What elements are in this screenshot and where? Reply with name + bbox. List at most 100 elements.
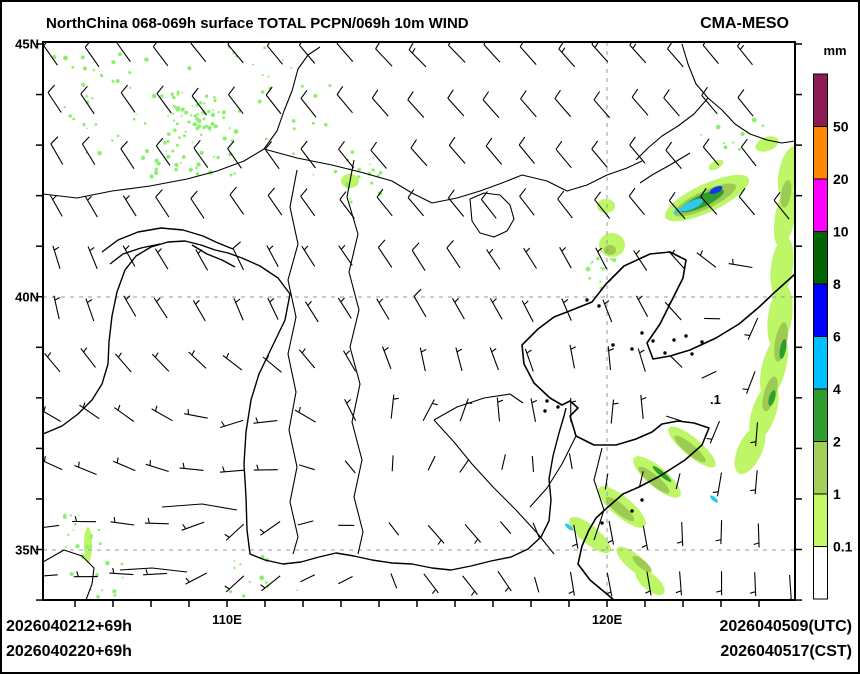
precip-speckle — [213, 96, 216, 99]
colorbar-swatch — [813, 73, 828, 127]
colorbar-label: 20 — [833, 171, 849, 187]
precip-speckle — [173, 128, 177, 132]
precip-speckle — [174, 162, 179, 167]
precip-speckle — [248, 580, 251, 584]
wind-barb — [122, 245, 136, 267]
wind-barb-layer — [43, 42, 792, 600]
precip-speckle — [267, 75, 270, 78]
precip-speckle — [222, 136, 227, 141]
wind-barb — [151, 405, 173, 422]
precip-speckle — [112, 80, 115, 83]
precip-speckle — [112, 589, 117, 594]
precip-speckle — [91, 97, 94, 100]
colorbar-swatch — [813, 283, 828, 337]
wind-barb — [519, 188, 535, 216]
precip-speckle — [153, 170, 159, 175]
wind-barb — [112, 457, 136, 472]
precip-speckle — [233, 566, 236, 570]
precip-speckle — [333, 169, 338, 174]
precip-speckle — [738, 147, 742, 151]
wind-barb — [370, 141, 387, 169]
precip-speckle — [357, 175, 361, 179]
precip-speckle — [591, 260, 594, 264]
precip-speckle — [210, 112, 216, 118]
wind-barb — [413, 288, 427, 318]
precip-speckle — [74, 522, 77, 526]
precip-speckle — [72, 117, 76, 121]
wind-barb — [568, 453, 573, 470]
wind-barb — [144, 517, 169, 525]
precip-speckle — [180, 107, 185, 112]
wind-barb — [607, 346, 614, 371]
colorbar-label: 6 — [833, 329, 841, 345]
wind-barb — [670, 355, 683, 368]
precip-speckle — [217, 111, 220, 114]
wind-barb — [410, 139, 428, 167]
precip-speckle — [261, 74, 264, 76]
wind-barb — [123, 295, 137, 317]
precip-area — [773, 187, 795, 247]
precip-speckle — [357, 167, 362, 172]
wind-barb — [520, 90, 537, 118]
wind-barb — [343, 350, 357, 372]
precip-speckle — [90, 534, 94, 537]
boundary-path — [433, 419, 555, 555]
wind-barb — [489, 347, 500, 371]
precip-speckle — [68, 114, 72, 118]
wind-barb — [497, 570, 512, 592]
wind-barb — [120, 140, 135, 170]
wind-barb — [376, 188, 393, 217]
wind-barb — [407, 91, 425, 118]
precip-speckle — [89, 536, 93, 540]
precip-speckle — [75, 544, 80, 549]
precip-speckle — [181, 92, 184, 94]
wind-barb — [427, 455, 436, 471]
lon-label: 120E — [591, 612, 623, 627]
precip-speckle — [281, 59, 284, 61]
wind-barb — [181, 521, 205, 531]
island-dot — [700, 340, 704, 344]
precip-speckle — [216, 155, 220, 160]
precip-speckle — [184, 130, 187, 133]
wind-barb — [228, 86, 244, 115]
colorbar-label: 1 — [833, 486, 841, 502]
precip-speckle — [72, 529, 75, 531]
wind-barb — [696, 250, 717, 268]
wind-barb — [229, 186, 245, 215]
precip-speckle — [115, 79, 120, 83]
colorbar-label: 10 — [833, 224, 849, 240]
island-dot — [672, 338, 676, 342]
wind-barb — [300, 140, 316, 169]
wind-barb — [447, 42, 466, 63]
colorbar-swatch — [813, 546, 828, 600]
wind-barb — [773, 191, 790, 220]
island-dot — [663, 351, 667, 355]
precip-speckle — [200, 133, 203, 137]
wind-barb — [452, 297, 465, 320]
precip-speckle — [290, 66, 293, 69]
wind-barb — [446, 240, 461, 269]
precip-speckle — [202, 117, 206, 121]
wind-barb — [645, 571, 652, 596]
colorbar-label: 0.1 — [833, 539, 853, 555]
wind-barb — [499, 521, 512, 534]
wind-barb — [155, 137, 171, 166]
wind-barb — [750, 470, 758, 495]
wind-barb — [266, 42, 284, 65]
precip-area — [762, 376, 778, 412]
precip-speckle — [313, 93, 318, 98]
precip-speckle — [201, 110, 206, 115]
wind-barb — [602, 299, 613, 323]
precip-speckle — [311, 121, 315, 125]
wind-barb — [298, 42, 316, 64]
precip-speckle — [199, 150, 204, 155]
wind-barb — [744, 317, 759, 340]
river-path — [43, 240, 567, 571]
precip-speckle — [144, 57, 149, 62]
wind-barb — [232, 241, 244, 271]
lat-label: 45N — [15, 36, 39, 52]
wind-barb — [489, 298, 503, 320]
wind-barb — [49, 195, 63, 217]
wind-barb — [183, 409, 208, 419]
wind-barb — [423, 573, 439, 595]
